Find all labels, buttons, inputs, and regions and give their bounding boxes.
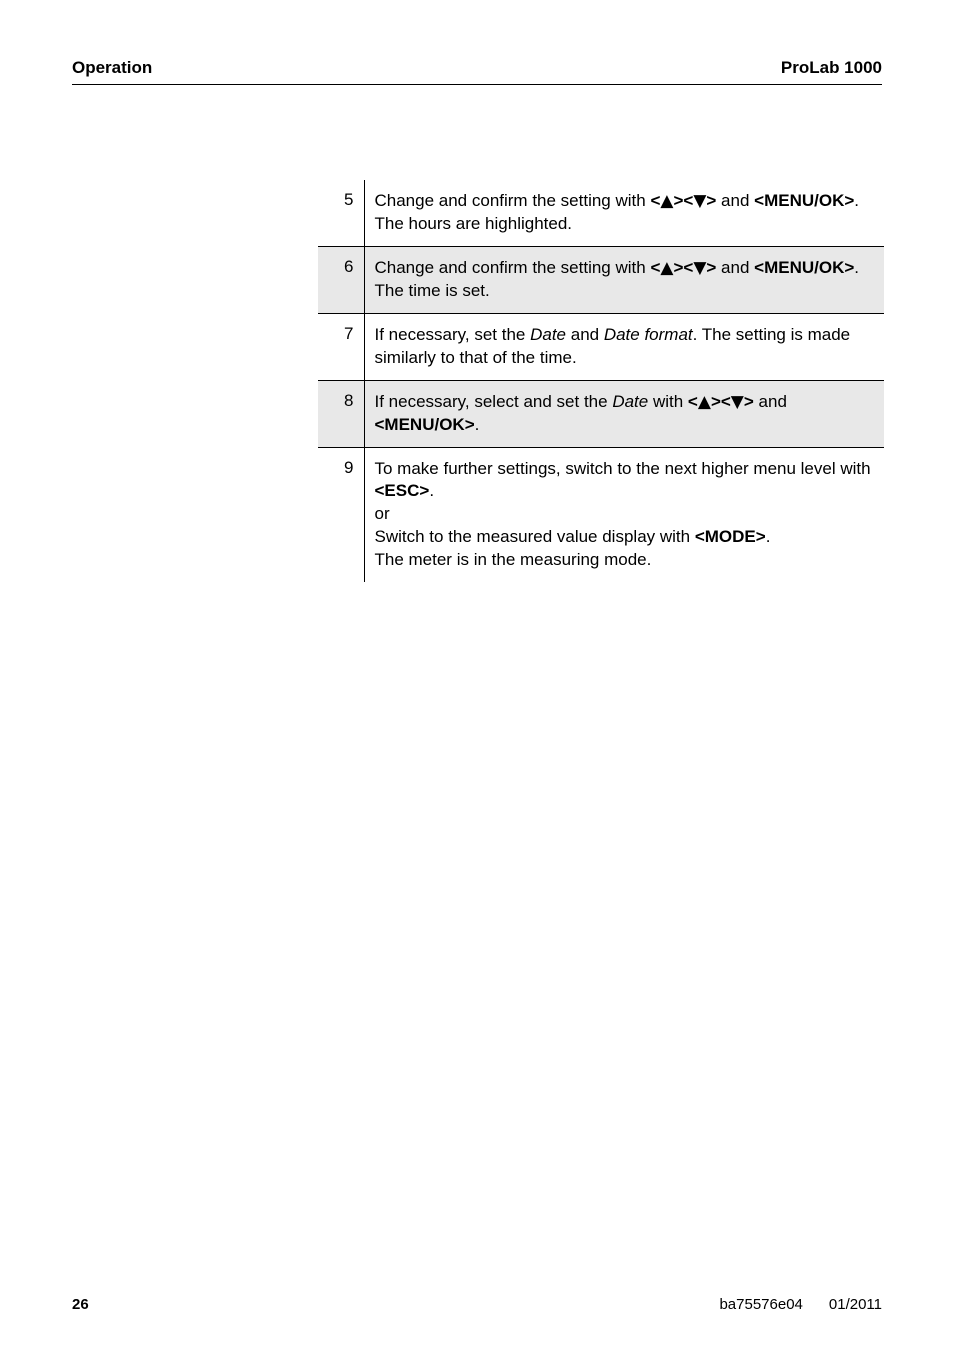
step-body: Change and confirm the setting with <▲><… bbox=[364, 180, 884, 246]
step-number: 8 bbox=[318, 380, 364, 447]
step-body: Change and confirm the setting with <▲><… bbox=[364, 246, 884, 313]
header-product-name: ProLab 1000 bbox=[781, 58, 882, 78]
step-number: 9 bbox=[318, 447, 364, 582]
step-body: If necessary, set the Date and Date form… bbox=[364, 313, 884, 380]
footer-date: 01/2011 bbox=[829, 1296, 882, 1313]
page-header: Operation ProLab 1000 bbox=[72, 58, 882, 85]
table-row: 5Change and confirm the setting with <▲>… bbox=[318, 180, 884, 246]
footer-page-number: 26 bbox=[72, 1296, 89, 1313]
step-number: 5 bbox=[318, 180, 364, 246]
step-number: 7 bbox=[318, 313, 364, 380]
page-footer: 26 ba75576e04 01/2011 bbox=[72, 1296, 882, 1313]
steps-table-body: 5Change and confirm the setting with <▲>… bbox=[318, 180, 884, 582]
step-number: 6 bbox=[318, 246, 364, 313]
step-body: To make further settings, switch to the … bbox=[364, 447, 884, 582]
header-section-title: Operation bbox=[72, 58, 152, 78]
table-row: 9To make further settings, switch to the… bbox=[318, 447, 884, 582]
table-row: 7If necessary, set the Date and Date for… bbox=[318, 313, 884, 380]
table-row: 8If necessary, select and set the Date w… bbox=[318, 380, 884, 447]
step-body: If necessary, select and set the Date wi… bbox=[364, 380, 884, 447]
steps-table: 5Change and confirm the setting with <▲>… bbox=[318, 180, 884, 582]
footer-right-group: ba75576e04 01/2011 bbox=[719, 1296, 882, 1313]
footer-doc-id: ba75576e04 bbox=[719, 1296, 802, 1313]
table-row: 6Change and confirm the setting with <▲>… bbox=[318, 246, 884, 313]
